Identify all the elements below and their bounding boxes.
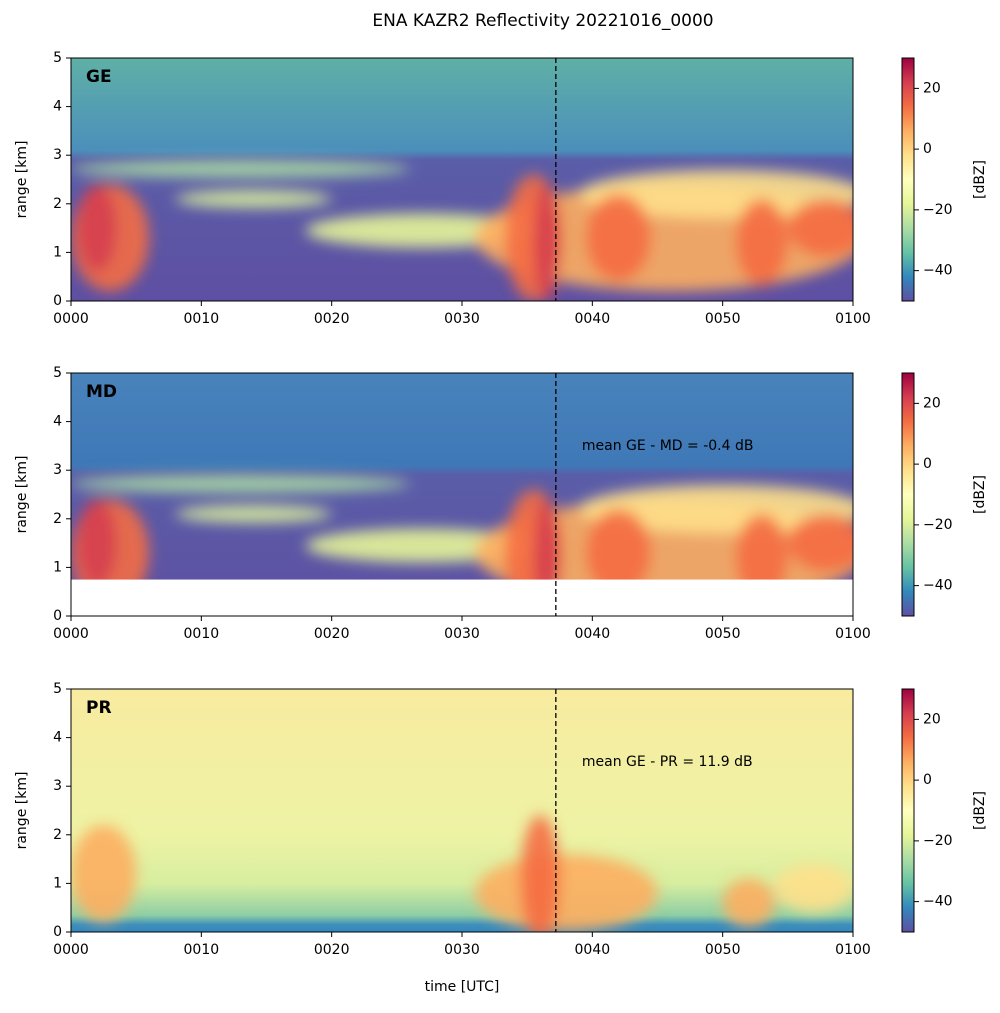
x-tick-label: 0000 xyxy=(53,942,89,958)
cloud-texture xyxy=(77,184,117,272)
x-tick-label: 0030 xyxy=(444,311,480,327)
cloud-texture xyxy=(475,854,658,932)
colorbar-tick-label: −40 xyxy=(923,263,953,279)
x-tick-label: 0010 xyxy=(184,942,220,958)
cloud-texture xyxy=(520,815,560,932)
cloud-texture xyxy=(71,825,137,923)
cloud-texture xyxy=(71,160,410,178)
x-tick-label: 0040 xyxy=(575,311,611,327)
cloud-texture xyxy=(735,198,788,287)
cloud-texture xyxy=(77,499,117,587)
x-tick-label: 0000 xyxy=(53,311,89,327)
colorbar xyxy=(901,372,915,617)
radar-image xyxy=(71,689,853,932)
missing-data xyxy=(71,579,853,616)
panel-label: PR xyxy=(86,698,112,718)
colorbar-tick-label: 20 xyxy=(923,395,941,411)
cloud-texture xyxy=(533,184,560,301)
cloud-texture xyxy=(585,509,651,597)
annotation: mean GE - PR = 11.9 dB xyxy=(582,754,753,770)
colorbar-tick-label: 0 xyxy=(923,141,932,157)
y-tick-label: 2 xyxy=(53,511,62,527)
x-tick-label: 0040 xyxy=(575,942,611,958)
x-tick-label: 0020 xyxy=(314,311,350,327)
radar-clouds xyxy=(71,160,853,301)
y-tick-label: 0 xyxy=(53,608,62,624)
cloud-texture xyxy=(774,863,853,913)
annotation: mean GE - MD = -0.4 dB xyxy=(582,438,754,454)
figure-title: ENA KAZR2 Reflectivity 20221016_0000 xyxy=(372,11,713,31)
y-tick-label: 3 xyxy=(53,778,62,794)
colorbar-label: [dBZ] xyxy=(972,475,988,514)
y-tick-label: 0 xyxy=(53,293,62,309)
cloud-texture xyxy=(787,513,853,573)
x-tick-label: 0010 xyxy=(184,311,220,327)
x-tick-label: 0000 xyxy=(53,626,89,642)
colorbar-tick-label: −20 xyxy=(923,517,953,533)
cloud-texture xyxy=(579,169,853,219)
panel-label: MD xyxy=(86,382,117,402)
y-tick-label: 3 xyxy=(53,462,62,478)
radar-image xyxy=(71,58,853,301)
colorbar-tick-label: −40 xyxy=(923,578,953,594)
y-axis-label: range [km] xyxy=(14,772,30,850)
y-tick-label: 1 xyxy=(53,244,62,260)
colorbar xyxy=(901,57,915,302)
x-tick-label: 0100 xyxy=(835,626,871,642)
radar-background xyxy=(71,689,853,932)
y-tick-label: 5 xyxy=(53,365,62,381)
x-tick-label: 0040 xyxy=(575,626,611,642)
cloud-texture xyxy=(579,484,853,534)
colorbar-tick-label: 20 xyxy=(923,80,941,96)
y-tick-label: 2 xyxy=(53,827,62,843)
colorbar-label: [dBZ] xyxy=(972,160,988,199)
cloud-texture xyxy=(175,190,332,208)
x-axis-label: time [UTC] xyxy=(425,979,500,995)
y-tick-label: 3 xyxy=(53,147,62,163)
radar-clouds xyxy=(71,815,853,932)
cloud-texture xyxy=(71,475,410,493)
colorbar-label: [dBZ] xyxy=(972,791,988,830)
y-tick-label: 4 xyxy=(53,414,62,430)
colorbar-tick-label: −40 xyxy=(923,894,953,910)
x-tick-label: 0020 xyxy=(314,942,350,958)
cloud-texture xyxy=(585,194,651,282)
x-tick-label: 0010 xyxy=(184,626,220,642)
colorbar xyxy=(901,688,915,933)
cloud-texture xyxy=(787,198,853,258)
y-tick-label: 5 xyxy=(53,50,62,66)
colorbar-tick-label: 0 xyxy=(923,456,932,472)
x-tick-label: 0050 xyxy=(705,942,741,958)
x-tick-label: 0050 xyxy=(705,626,741,642)
colorbar-tick-label: 0 xyxy=(923,772,932,788)
y-tick-label: 2 xyxy=(53,196,62,212)
colorbar-tick-label: 20 xyxy=(923,711,941,727)
y-tick-label: 5 xyxy=(53,681,62,697)
colorbar-tick-label: −20 xyxy=(923,833,953,849)
y-tick-label: 0 xyxy=(53,924,62,940)
cloud-texture xyxy=(722,878,775,928)
radar-image xyxy=(71,373,853,616)
x-tick-label: 0030 xyxy=(444,626,480,642)
y-axis-label: range [km] xyxy=(14,456,30,534)
y-tick-label: 1 xyxy=(53,559,62,575)
x-tick-label: 0030 xyxy=(444,942,480,958)
panel-label: GE xyxy=(86,67,112,87)
y-tick-label: 4 xyxy=(53,730,62,746)
x-tick-label: 0100 xyxy=(835,311,871,327)
x-tick-label: 0050 xyxy=(705,311,741,327)
x-tick-label: 0100 xyxy=(835,942,871,958)
colorbar-tick-label: −20 xyxy=(923,202,953,218)
cloud-texture xyxy=(175,505,332,523)
y-axis-label: range [km] xyxy=(14,141,30,219)
x-tick-label: 0020 xyxy=(314,626,350,642)
y-tick-label: 1 xyxy=(53,875,62,891)
y-tick-label: 4 xyxy=(53,99,62,115)
